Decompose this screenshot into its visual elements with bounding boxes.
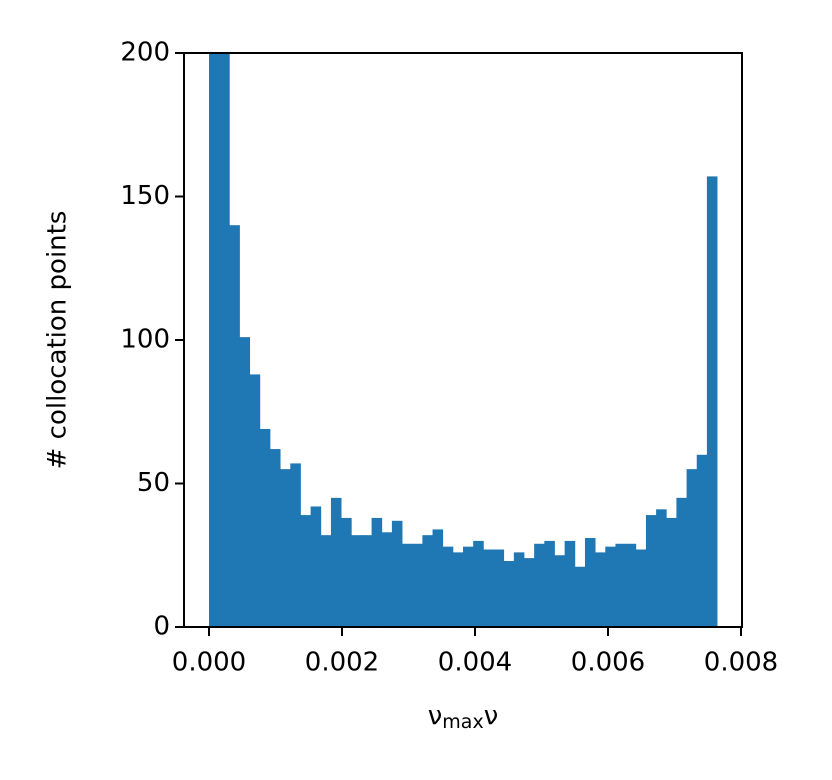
bar <box>219 53 230 627</box>
y-tick-label: 50 <box>137 468 170 498</box>
bar <box>320 535 332 627</box>
bar <box>686 469 698 627</box>
bar <box>269 449 281 627</box>
bar <box>473 540 484 627</box>
bar <box>402 543 413 627</box>
bar <box>412 543 423 627</box>
x-tick-label: 0.000 <box>172 648 246 678</box>
bar <box>280 469 291 627</box>
bar <box>351 535 362 627</box>
bar <box>666 517 677 627</box>
bar <box>676 497 687 627</box>
bar <box>544 540 555 627</box>
bar <box>574 566 586 627</box>
x-tick-label: 0.002 <box>305 648 379 678</box>
bar <box>341 517 352 627</box>
bar <box>605 546 616 627</box>
bar <box>513 552 525 627</box>
bar <box>290 463 301 627</box>
bar <box>625 543 637 627</box>
y-tick-label: 200 <box>120 38 170 68</box>
bar <box>635 549 647 627</box>
bar <box>483 549 494 627</box>
bar <box>696 454 708 627</box>
bar <box>584 538 596 627</box>
bar <box>259 428 271 627</box>
bars <box>209 53 718 627</box>
bar <box>463 546 474 627</box>
bar <box>209 53 220 627</box>
bar <box>330 497 342 627</box>
bar <box>371 517 383 627</box>
y-tick-label: 150 <box>120 181 170 211</box>
bar <box>452 552 464 627</box>
x-tick-label: 0.006 <box>571 648 645 678</box>
x-label-sub: max <box>442 711 483 733</box>
bar <box>249 374 261 627</box>
x-tick-label: 0.004 <box>438 648 512 678</box>
bar <box>615 543 627 627</box>
bar <box>300 515 312 627</box>
bar <box>442 546 454 627</box>
bar <box>645 515 657 627</box>
bar <box>564 540 576 627</box>
bar <box>361 535 372 627</box>
bar <box>310 506 322 627</box>
y-tick-label: 0 <box>153 612 170 642</box>
bar <box>503 560 515 627</box>
bar <box>239 337 251 627</box>
bar <box>706 176 718 627</box>
y-axis-label: # collocation points <box>43 211 73 470</box>
bar <box>534 543 545 627</box>
x-label-base: ν <box>428 701 443 731</box>
bar <box>493 549 505 627</box>
bar <box>391 520 403 627</box>
bar <box>554 555 566 627</box>
bar <box>229 225 240 627</box>
bar <box>381 532 393 627</box>
bar <box>524 558 535 627</box>
bar <box>595 552 606 627</box>
bar <box>432 529 444 627</box>
x-tick-label: 0.008 <box>704 648 778 678</box>
bar <box>422 535 433 627</box>
x-label-tail: ν <box>484 701 499 731</box>
x-axis-label: νmaxν <box>428 701 498 733</box>
bar <box>656 509 667 627</box>
y-tick-label: 100 <box>120 325 170 355</box>
